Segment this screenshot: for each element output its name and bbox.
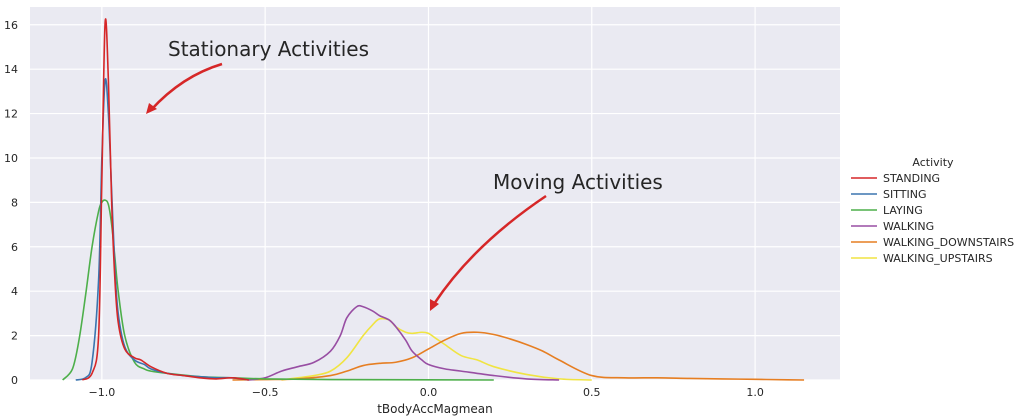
plot-background (30, 7, 840, 380)
annotation-arrow-moving (432, 194, 547, 305)
series-line-walking-upstairs (281, 317, 592, 381)
series-line-walking (248, 304, 560, 381)
y-tick-label: 12 (4, 108, 18, 121)
x-tick-label: −1.0 (88, 386, 115, 399)
legend: Activity STANDING SITTING LAYING WALKING WAL… (851, 156, 1014, 265)
annotation-stationary: Stationary Activities (168, 37, 369, 61)
legend-label: LAYING (883, 204, 923, 217)
x-tick-label: 0.0 (420, 386, 438, 399)
series-layer (62, 18, 805, 381)
x-tick-label: −0.5 (252, 386, 279, 399)
annotation-arrowhead-stationary (146, 103, 157, 114)
x-tick-labels: −1.0 −0.5 0.0 0.5 1.0 (88, 386, 763, 399)
y-tick-label: 2 (11, 330, 18, 343)
annotation-arrow-stationary (150, 62, 223, 111)
legend-label: WALKING_DOWNSTAIRS (883, 236, 1014, 249)
series-line-walking-downstairs (232, 331, 805, 381)
legend-label: STANDING (883, 172, 940, 185)
annotation-moving: Moving Activities (493, 170, 663, 194)
y-tick-label: 4 (11, 285, 18, 298)
y-tick-label: 16 (4, 19, 18, 32)
series-line-sitting (75, 78, 249, 381)
x-axis-label: tBodyAccMagmean (377, 402, 493, 416)
legend-label: WALKING (883, 220, 934, 233)
series-line-standing (81, 18, 249, 381)
series-line-laying (62, 199, 494, 381)
y-tick-label: 6 (11, 241, 18, 254)
annotation-arrowhead-moving (430, 299, 439, 311)
y-tick-label: 14 (4, 63, 18, 76)
x-tick-label: 0.5 (583, 386, 601, 399)
y-tick-labels: 0 2 4 6 8 10 12 14 16 (4, 19, 18, 387)
y-tick-label: 8 (11, 196, 18, 209)
legend-label: SITTING (883, 188, 926, 201)
x-tick-label: 1.0 (746, 386, 764, 399)
legend-title: Activity (912, 156, 954, 169)
legend-label: WALKING_UPSTAIRS (883, 252, 993, 265)
y-tick-label: 0 (11, 374, 18, 387)
y-tick-label: 10 (4, 152, 18, 165)
